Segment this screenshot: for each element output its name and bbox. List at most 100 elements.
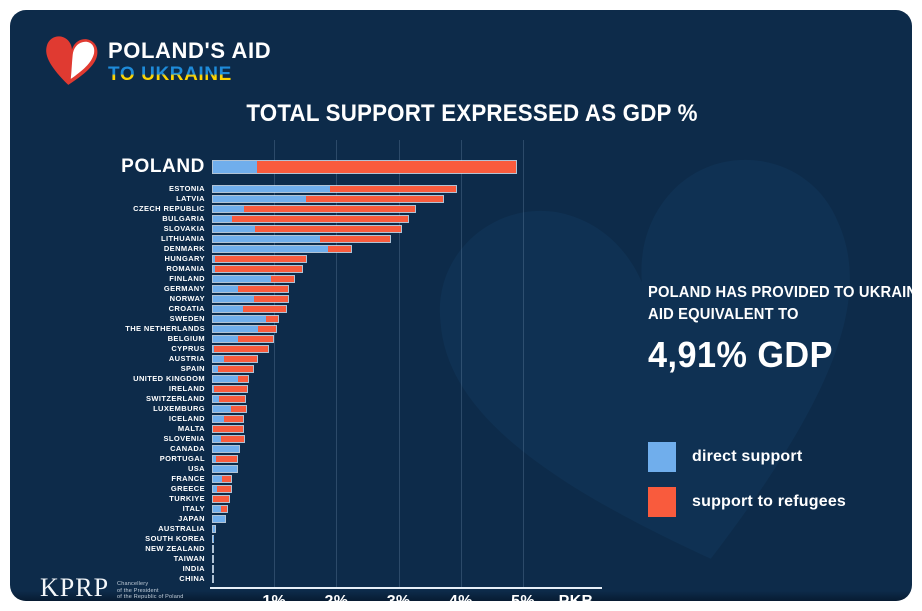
direct-support-segment [213, 506, 221, 512]
country-label: UNITED KINGDOM [133, 374, 205, 383]
stacked-bar [212, 395, 247, 403]
chart-row: TURKIYE [35, 495, 517, 503]
stacked-bar [212, 185, 458, 193]
country-label: BULGARIA [162, 214, 205, 223]
direct-support-segment [213, 356, 224, 362]
refugees-support-segment [217, 486, 231, 492]
direct-support-segment [213, 336, 239, 342]
gridline [274, 140, 276, 587]
stacked-bar [212, 435, 245, 443]
country-label: ESTONIA [168, 184, 205, 193]
chart-row: TAIWAN [35, 555, 517, 563]
stacked-bar [212, 295, 290, 303]
stacked-bar [212, 455, 238, 463]
footer-org-line: of the President [117, 587, 159, 594]
chart-row: SWEDEN [35, 315, 517, 323]
direct-support-segment [213, 216, 233, 222]
stacked-bar [212, 195, 444, 203]
x-tick-label: 1% [262, 593, 286, 601]
refugees-support-segment [220, 506, 228, 512]
refugees-support-segment [238, 286, 289, 292]
country-label: PORTUGAL [159, 454, 205, 463]
refugees-support-segment [216, 456, 237, 462]
stacked-bar [212, 235, 392, 243]
refugees-support-segment [218, 366, 254, 372]
chart-row: INDIA [35, 565, 517, 573]
direct-support-segment [213, 236, 321, 242]
gridline [336, 140, 338, 587]
chart-row: DENMARK [35, 245, 517, 253]
country-label: ICELAND [168, 414, 205, 423]
refugees-support-segment [330, 186, 457, 192]
country-label: LITHUANIA [160, 234, 205, 243]
stacked-bar [212, 245, 352, 253]
direct-support-segment [213, 306, 244, 312]
x-tick-label: 3% [387, 593, 411, 601]
stacked-bar [212, 255, 307, 263]
country-label: INDIA [182, 564, 205, 573]
refugees-support-segment [320, 236, 391, 242]
chart-row: HUNGARY [35, 255, 517, 263]
refugees-support-segment [271, 276, 294, 282]
direct-support-segment [213, 266, 215, 272]
direct-support-segment [213, 486, 218, 492]
direct-support-segment [213, 226, 256, 232]
country-label: AUSTRIA [168, 354, 205, 363]
refugees-support-segment [232, 216, 409, 222]
country-label: ITALY [182, 504, 205, 513]
chart-row: LATVIA [35, 195, 517, 203]
refugees-support-segment [214, 256, 306, 262]
callout-value: 4,91% GDP [648, 334, 833, 375]
stacked-bar [212, 325, 278, 333]
refugees-support-segment [213, 426, 244, 432]
stacked-bar [212, 565, 214, 573]
callout-line1: POLAND HAS PROVIDED TO UKRAINE [648, 284, 912, 301]
refugees-support-segment [223, 416, 244, 422]
direct-support-segment [213, 206, 245, 212]
stacked-bar [212, 475, 232, 483]
stacked-bar [212, 405, 247, 413]
direct-support-segment [213, 436, 222, 442]
chart-row: POLAND [35, 157, 518, 176]
refugees-support-segment [214, 346, 269, 352]
stacked-bar [212, 205, 417, 213]
refugees-support-segment [223, 356, 258, 362]
country-label: LATVIA [176, 194, 205, 203]
logo-title: POLAND'S AID [108, 38, 272, 63]
support-to-refugees-swatch-icon [648, 487, 676, 517]
chart-row: IRELAND [35, 385, 517, 393]
poland-callout: POLAND HAS PROVIDED TO UKRAINE AID EQUIV… [648, 282, 912, 376]
chart-row: PORTUGAL [35, 455, 517, 463]
refugees-support-segment [237, 376, 249, 382]
stacked-bar [212, 305, 288, 313]
footer-org-line: Chancellery [117, 581, 149, 587]
footer-org-name: Chancellery of the President of the Repu… [117, 581, 183, 601]
direct-support-segment [213, 526, 216, 532]
stacked-bar [212, 385, 249, 393]
stacked-bar [212, 465, 238, 473]
chart-row: SLOVAKIA [35, 225, 517, 233]
chart-row: ESTONIA [35, 185, 517, 193]
stacked-bar [212, 315, 280, 323]
refugees-support-segment [221, 476, 231, 482]
chart-row: NORWAY [35, 295, 517, 303]
country-label: SPAIN [180, 364, 205, 373]
direct-support-segment [213, 466, 237, 472]
chart-row: SOUTH KOREA [35, 535, 517, 543]
stacked-bar [212, 225, 402, 233]
legend-item-direct-support: direct support [648, 442, 846, 472]
chart-row: ITALY [35, 505, 517, 513]
direct-support-segment [213, 366, 219, 372]
direct-support-segment [213, 256, 215, 262]
country-label: HUNGARY [164, 254, 205, 263]
direct-support-segment [213, 326, 258, 332]
stacked-bar [212, 335, 274, 343]
country-label: IRELAND [168, 384, 205, 393]
country-label: GREECE [170, 484, 205, 493]
chart-row: FINLAND [35, 275, 517, 283]
direct-support-segment [213, 376, 238, 382]
direct-support-segment [213, 296, 255, 302]
infographic-panel: POLAND'S AID TO UKRAINE TOTAL SUPPORT EX… [10, 10, 912, 601]
direct-support-segment [213, 446, 239, 452]
stacked-bar [212, 415, 245, 423]
